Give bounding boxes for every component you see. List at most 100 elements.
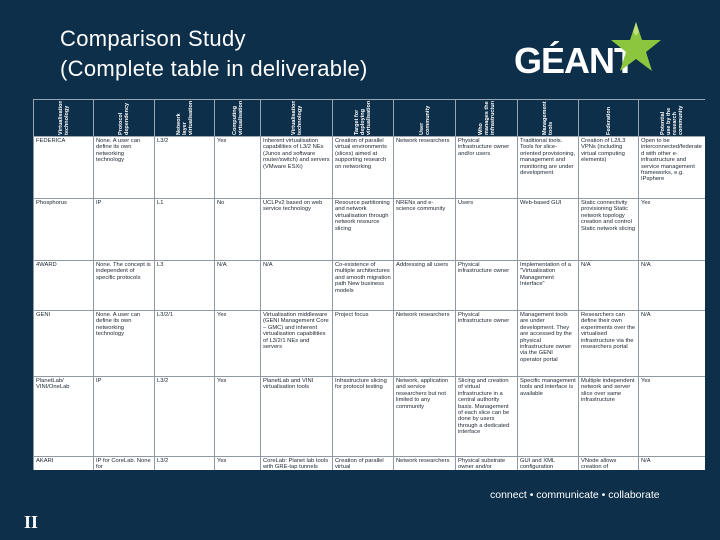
table-cell: Traditional tools. Tools for slice-orien… [517, 136, 579, 199]
column-header: User community [393, 99, 456, 137]
table-cell: N/A [638, 456, 705, 470]
table-cell: L3/2 [154, 376, 215, 457]
column-header-label: Network layer virtualisation [175, 101, 194, 135]
table-cell: Yes [214, 376, 261, 457]
column-header: Virtualisation technology [260, 99, 333, 137]
table-cell: Inherent virtualisation capabilities of … [260, 136, 333, 199]
table-row: 4WARD None. The concept is independent of… [33, 260, 705, 311]
table-cell: Physical substrate owner and/or [455, 456, 518, 470]
column-header: Protocol dependency [93, 99, 155, 137]
table-cell: Web-based GUI [517, 198, 579, 261]
table-body: FEDERICA None. A user can define its own … [33, 136, 705, 470]
table-cell: L3 [154, 260, 215, 311]
table-cell: Phosphorus [33, 198, 94, 261]
table-cell: Physical infrastructure owner [455, 260, 518, 311]
column-header: Potential use by the research community [638, 99, 705, 137]
table-cell: 4WARD [33, 260, 94, 311]
comparison-table: Virtualisation technology Protocol depend… [33, 99, 705, 470]
table-row: Phosphorus IP L1 No UCLPv2 based on web serv… [33, 198, 705, 261]
table-cell: GENI [33, 310, 94, 377]
table-header-row: Virtualisation technology Protocol depend… [33, 99, 705, 137]
slide-title: Comparison Study (Complete table in deli… [60, 24, 368, 84]
table-cell: Creation of parallel virtual [332, 456, 394, 470]
table-cell: VNode allows creation of [578, 456, 639, 470]
table-cell: NRENs and e-science community [393, 198, 456, 261]
table-cell: Multiple independent network and server … [578, 376, 639, 457]
column-header-label: Protocol dependency [118, 102, 130, 135]
table-cell: N/A [578, 260, 639, 311]
table-cell: Network researchers [393, 310, 456, 377]
column-header: Target for deploying virtualisation [332, 99, 394, 137]
table-cell: Infrastructure slicing for protocol test… [332, 376, 394, 457]
column-header-label: Virtualisation technology [57, 101, 70, 135]
column-header-label: Virtualisation technology [290, 101, 303, 135]
table-cell: L1 [154, 198, 215, 261]
table-cell: AKARI [33, 456, 94, 470]
column-header: Federation [578, 99, 639, 137]
table-cell: IP for CoreLab. None for [93, 456, 155, 470]
table-cell: None. The concept is independent of spec… [93, 260, 155, 311]
table-cell: Physical infrastructure owner and/or use… [455, 136, 518, 199]
table-cell: None. A user can define its own networki… [93, 310, 155, 377]
table-cell: CoreLab: Planet lab tools with GRE-tap t… [260, 456, 333, 470]
table-cell: Network researchers [393, 456, 456, 470]
table-cell: N/A [260, 260, 333, 311]
table-cell: L3/2 [154, 136, 215, 199]
column-header: Computing virtualisation [214, 99, 261, 137]
footer-tagline: connect • communicate • collaborate [490, 489, 660, 501]
table-cell: Researchers can define their own experim… [578, 310, 639, 377]
table-cell: Virtualisation middleware (GENI Manageme… [260, 310, 333, 377]
column-header-label: Management tools [542, 101, 554, 135]
table-cell: N/A [638, 310, 705, 377]
table-row: GENI None. A user can define its own netw… [33, 310, 705, 377]
table-cell: Physical infrastructure owner [455, 310, 518, 377]
comparison-table-container: Virtualisation technology Protocol depend… [33, 99, 705, 470]
column-header-label: Computing virtualisation [231, 101, 244, 135]
table-cell: Addressing all users [393, 260, 456, 311]
table-cell: Open to be interconnected/federated with… [638, 136, 705, 199]
column-header-label: Who manages the infrastructure [477, 101, 496, 135]
table-cell: No [214, 198, 261, 261]
table-row: PlanetLab/ VINI/OneLab IP L3/2 Yes PlanetLab… [33, 376, 705, 457]
table-cell: Yes [214, 136, 261, 199]
table-cell: Slicing and creation of virtual infrastr… [455, 376, 518, 457]
table-row: FEDERICA None. A user can define its own … [33, 136, 705, 199]
column-header: Virtualisation technology [33, 99, 94, 137]
table-cell: N/A [638, 260, 705, 311]
table-cell: L3/2/1 [154, 310, 215, 377]
table-cell: Yes [638, 198, 705, 261]
table-cell: GUI and XML configuration [517, 456, 579, 470]
column-header: Management tools [517, 99, 579, 137]
table-cell: Specific management tools and interface … [517, 376, 579, 457]
logo-text: GÉANT [514, 40, 636, 81]
table-cell: PlanetLab/ VINI/OneLab [33, 376, 94, 457]
table-cell: Yes [214, 456, 261, 470]
corner-mark: II [24, 512, 39, 532]
table-cell: Users [455, 198, 518, 261]
star-icon [611, 22, 661, 71]
column-header-label: User community [418, 105, 431, 135]
table-cell: Management tools are under development. … [517, 310, 579, 377]
column-header-label: Federation [605, 106, 612, 135]
table-cell: IP [93, 376, 155, 457]
table-row: AKARI IP for CoreLab. None for L3/2 Yes Core… [33, 456, 705, 470]
title-line-2: (Complete table in deliverable) [60, 56, 368, 81]
table-cell: FEDERICA [33, 136, 94, 199]
table-cell: L3/2 [154, 456, 215, 470]
table-cell: Project focus [332, 310, 394, 377]
table-cell: UCLPv2 based on web service technology [260, 198, 333, 261]
table-cell: Static connectivity provisioning Static … [578, 198, 639, 261]
geant-logo: GÉANT [514, 18, 664, 81]
table-cell: Creation of parallel virtual environment… [332, 136, 394, 199]
table-cell: PlanetLab and VINI virtualisation tools [260, 376, 333, 457]
table-cell: Co-existence of multiple architectures a… [332, 260, 394, 311]
table-cell: Yes [638, 376, 705, 457]
table-cell: Network researchers [393, 136, 456, 199]
table-cell: Network, application and service researc… [393, 376, 456, 457]
column-header: Who manages the infrastructure [455, 99, 518, 137]
column-header: Network layer virtualisation [154, 99, 215, 137]
table-cell: Resource partitioning and network virtua… [332, 198, 394, 261]
title-line-1: Comparison Study [60, 26, 246, 51]
column-header-label: Potential use by the research community [660, 105, 684, 135]
table-cell: Creation of L2/L3 VPNs (including virtua… [578, 136, 639, 199]
